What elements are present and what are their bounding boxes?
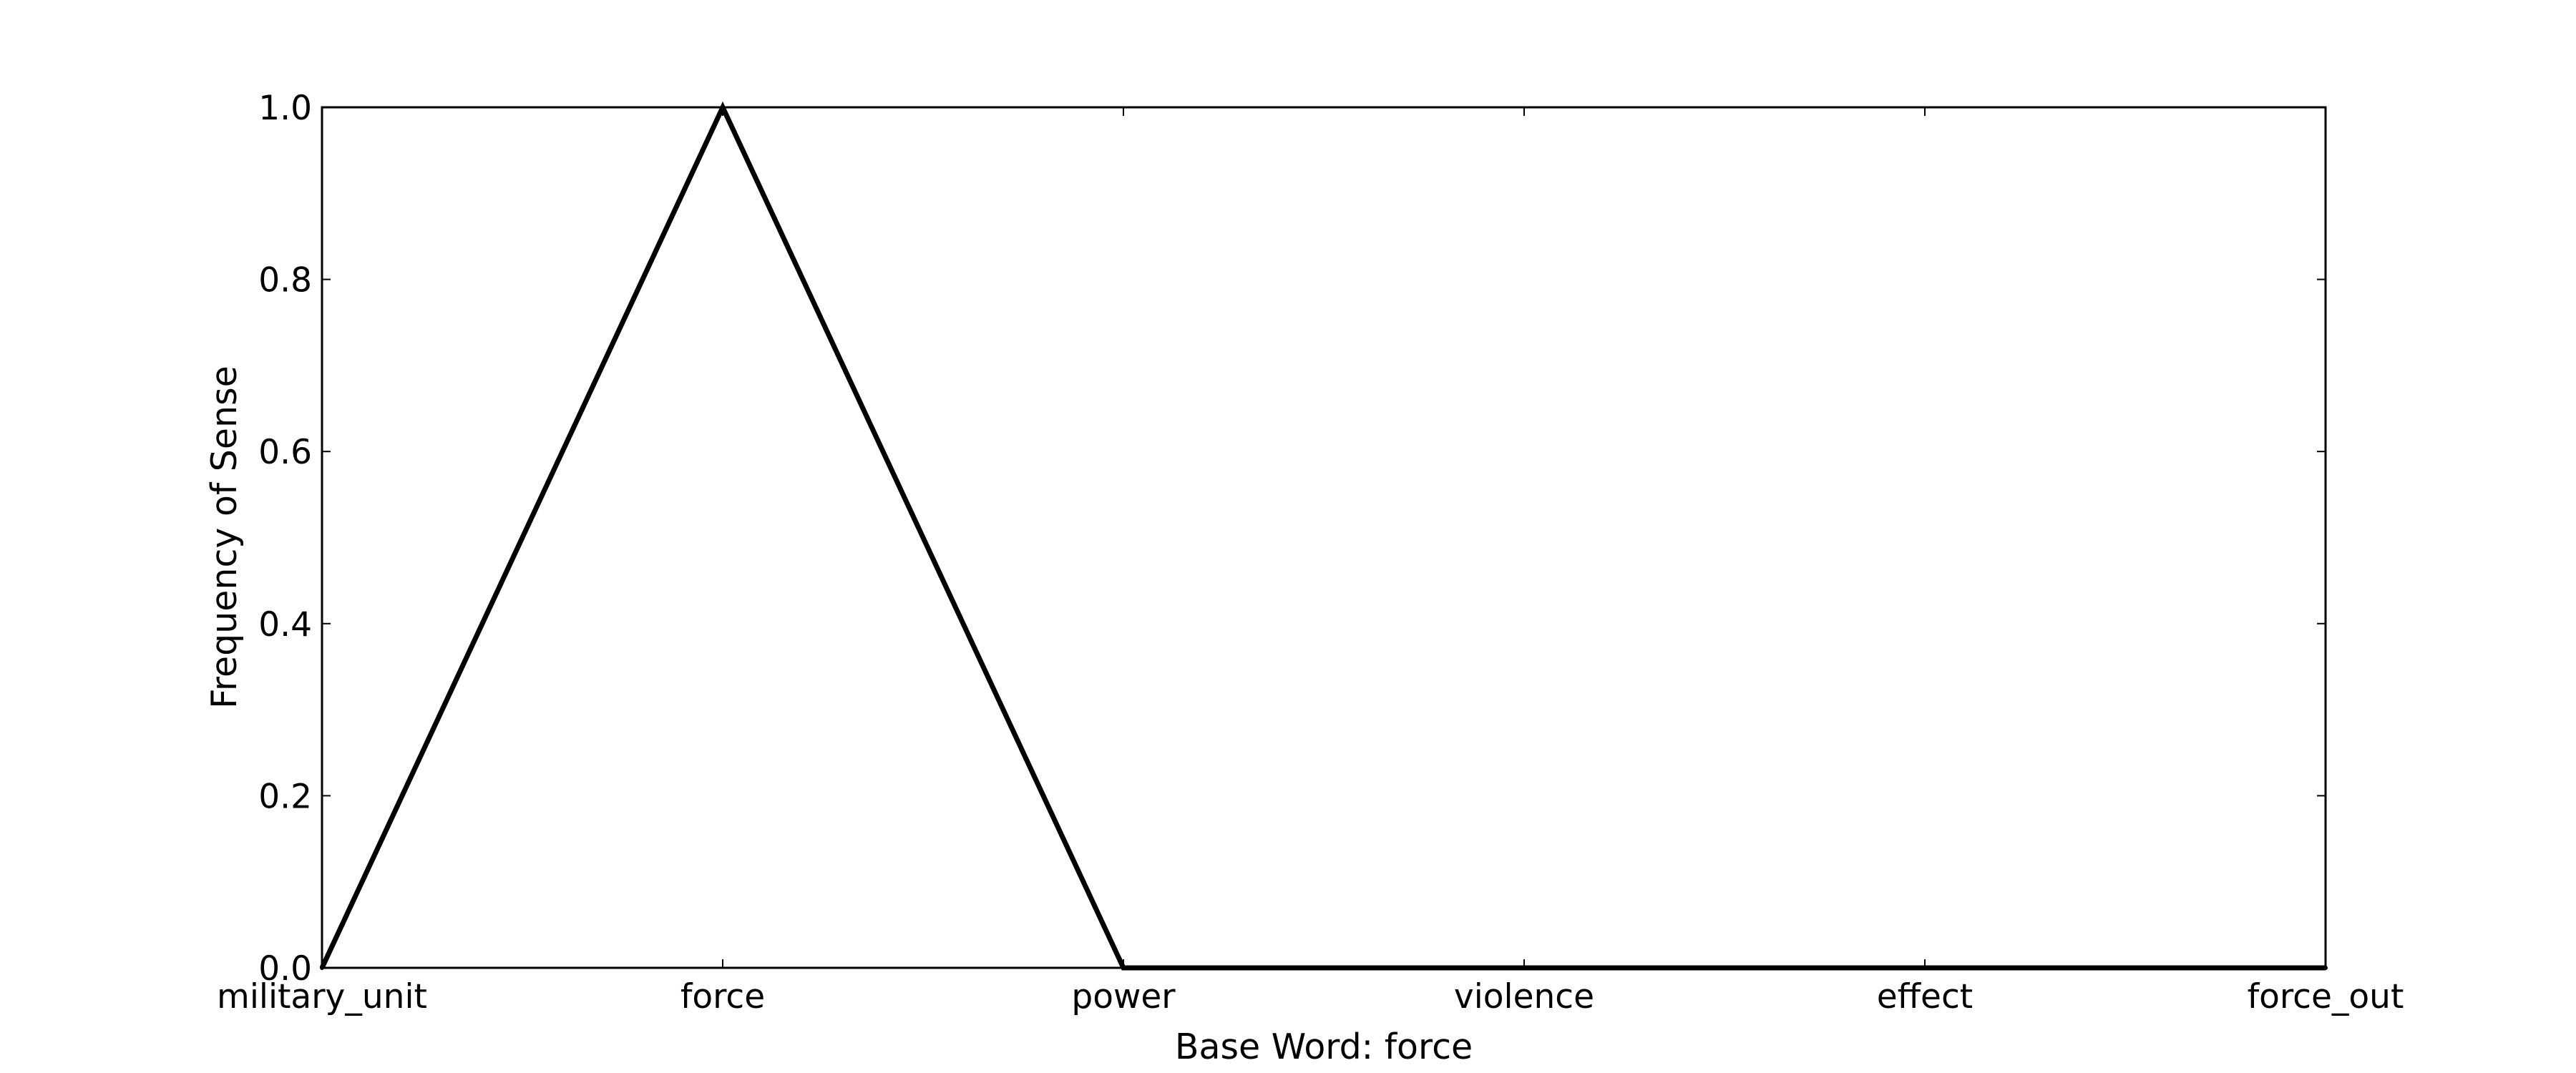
x-tick-label: force_out <box>2248 977 2404 1016</box>
x-tick-label: effect <box>1877 977 1973 1016</box>
plot-frame <box>321 106 2327 969</box>
y-tick-labels: 0.0 0.2 0.4 0.6 0.8 1.0 <box>258 89 312 989</box>
x-tick-labels: military_unit force power violence effect for… <box>217 977 2404 1016</box>
y-tick-label: 0.0 <box>258 949 312 989</box>
x-axis-label: Base Word: force <box>1175 1027 1473 1067</box>
y-tick-label: 0.8 <box>258 261 312 300</box>
x-tick-label: power <box>1071 977 1176 1016</box>
y-axis-label: Frequency of Sense <box>204 366 245 709</box>
x-tick-label: military_unit <box>217 977 427 1016</box>
x-tick-label: violence <box>1454 977 1594 1016</box>
plot-area <box>322 107 2326 968</box>
y-tick-label: 0.6 <box>258 433 312 472</box>
y-tick-label: 0.2 <box>258 777 312 816</box>
x-tick-label: force <box>680 977 765 1016</box>
y-tick-label: 1.0 <box>258 89 312 128</box>
y-tick-label: 0.4 <box>258 605 312 645</box>
